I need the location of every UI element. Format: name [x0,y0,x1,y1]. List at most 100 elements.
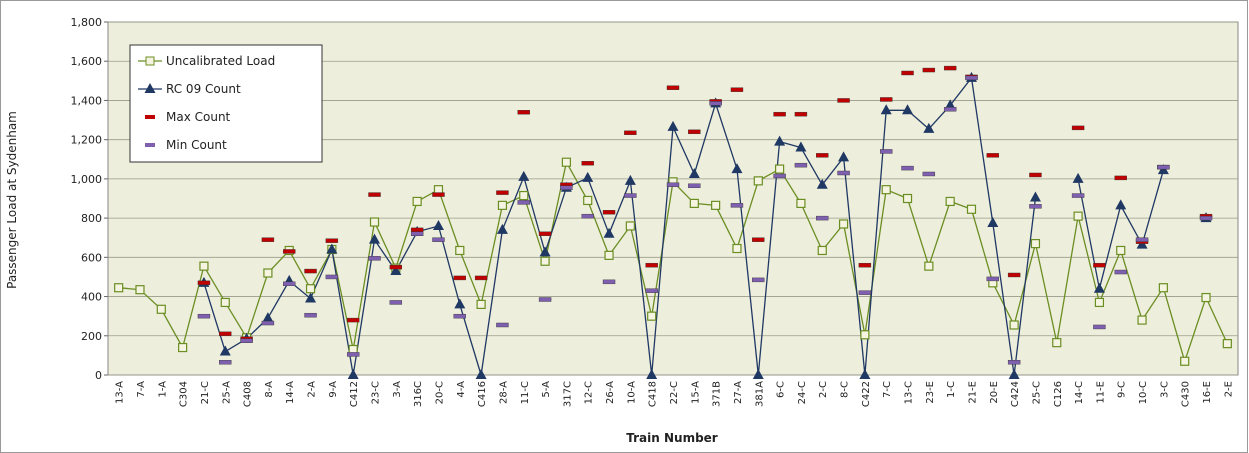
data-point [219,331,232,337]
data-point [881,185,891,195]
x-axis-label: Train Number [626,431,718,445]
x-tick-label: C408 [243,381,254,407]
x-tick-label: 7-C [882,381,893,398]
x-tick-label: 16-E [1202,381,1213,404]
data-point [455,245,465,256]
legend-marker [145,56,155,66]
data-point [945,196,955,207]
data-point [540,256,550,266]
data-point [625,221,635,231]
data-point [924,261,934,271]
data-point [475,369,487,379]
x-tick-label: 26-A [605,381,616,404]
data-point [966,204,977,214]
data-point [943,107,957,112]
data-point [987,217,999,228]
data-point [1009,320,1019,330]
data-point [688,167,700,178]
y-tick-label: 1,400 [71,94,103,107]
x-tick-label: 7-A [136,381,147,398]
data-point [1094,297,1105,308]
data-point [283,249,296,254]
data-point [178,342,188,353]
data-point [858,290,872,295]
data-point [582,171,594,182]
x-tick-label: 20-E [989,381,1000,404]
data-point [412,196,422,207]
data-point [709,101,722,106]
data-point [1114,269,1127,275]
data-point [860,330,870,340]
data-point [219,360,232,365]
data-point [369,217,380,227]
x-tick-label: 25-A [221,381,232,404]
data-point [1093,262,1106,268]
data-point [647,311,657,321]
data-point [667,120,679,131]
data-point [197,280,211,286]
y-tick-label: 1,800 [71,16,103,29]
data-point [1029,172,1042,178]
x-tick-label: 1-A [157,381,168,398]
x-tick-label: 5-A [541,381,552,398]
data-point [261,320,275,326]
data-point [732,243,742,254]
legend-box [129,44,323,163]
data-point [775,164,785,174]
data-point [1135,237,1149,242]
data-point [794,162,808,168]
data-point [325,238,339,243]
x-tick-label: 9-C [1117,381,1128,398]
data-point [1071,193,1085,198]
data-point [219,345,231,356]
x-tick-label: C422 [861,381,872,407]
x-tick-label: 3-A [392,381,403,398]
data-point [496,223,508,234]
data-point [1158,283,1168,293]
data-point [624,193,637,198]
x-tick-label: 2-E [1223,381,1234,397]
data-point [666,182,680,187]
data-point [263,268,273,278]
data-point [368,192,381,197]
legend-marker [145,115,155,119]
x-tick-label: 21-C [200,381,211,404]
x-tick-label: C424 [1010,381,1021,407]
data-point [795,141,807,152]
data-point [432,192,445,197]
data-point [923,122,935,133]
data-point [135,285,145,295]
data-point [304,312,317,318]
x-tick-label: 14-A [285,381,296,404]
data-point [901,70,914,76]
data-point [773,173,786,179]
data-point [645,262,658,268]
data-point [602,279,616,285]
y-tick-label: 600 [81,251,102,264]
data-point [283,281,296,287]
x-tick-label: 11-E [1095,381,1106,404]
data-point [519,190,529,201]
data-point [1114,175,1127,181]
data-point [410,227,424,233]
x-tick-label: 12-C [584,381,595,404]
data-point [773,111,786,117]
data-point [837,98,850,103]
data-point [1199,215,1213,221]
y-tick-label: 800 [81,212,102,225]
data-point [666,85,680,90]
x-tick-label: 8-C [840,381,851,398]
x-tick-label: 13-C [904,381,915,404]
data-point [774,135,786,146]
x-tick-label: 371B [712,381,723,407]
data-point [454,298,466,309]
data-point [561,157,571,167]
data-point [305,284,316,294]
x-tick-label: 27-A [733,381,744,404]
data-point [538,297,552,302]
data-point [346,317,360,323]
x-tick-label: 28-A [498,381,509,404]
x-tick-label: 381A [754,381,765,407]
x-tick-label: 22-C [669,381,680,404]
data-point [1007,272,1021,278]
